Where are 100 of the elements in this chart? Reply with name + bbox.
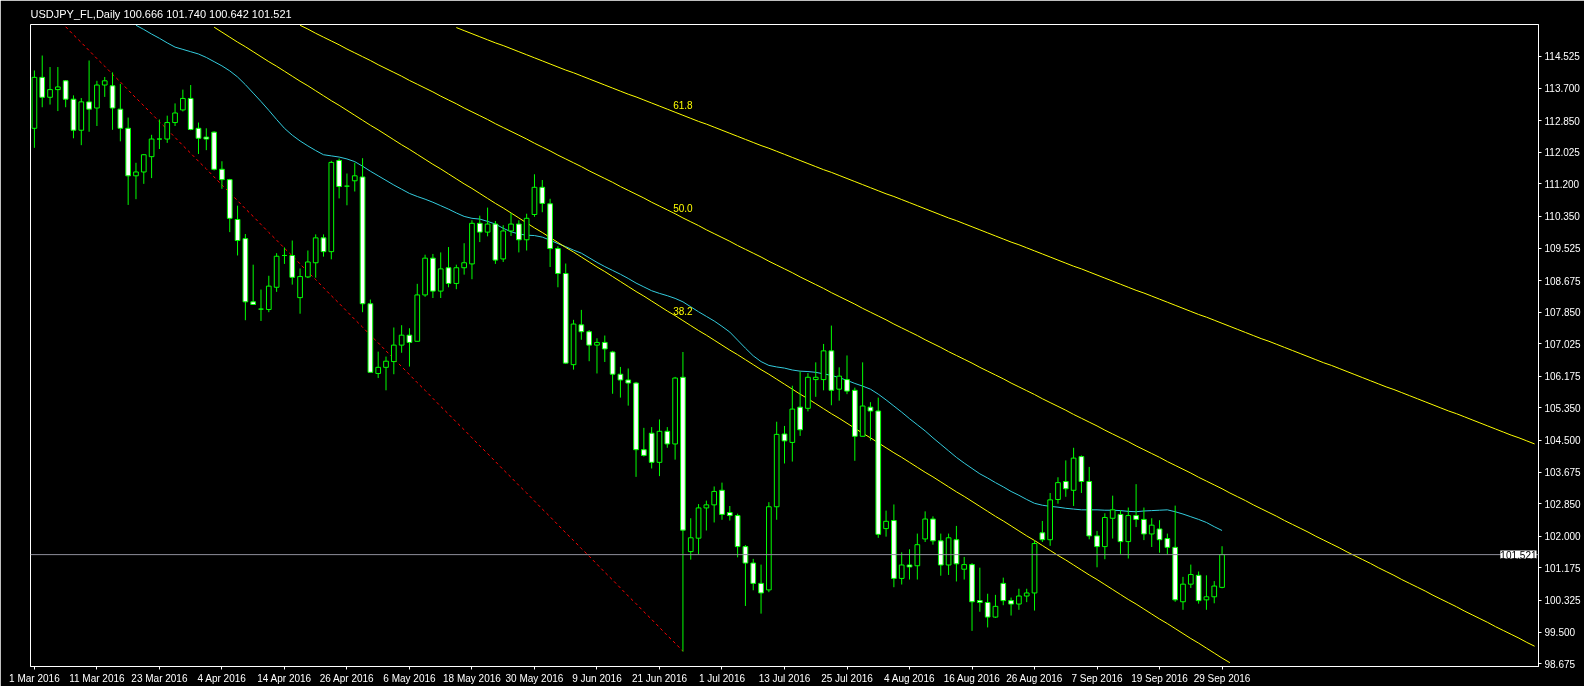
x-tick-label: 29 Sep 2016 xyxy=(1193,672,1251,684)
y-tick-label: 114.525 xyxy=(1544,51,1581,63)
candlestick xyxy=(461,242,467,276)
candlestick xyxy=(961,556,968,581)
x-tick-label: 18 May 2016 xyxy=(443,672,502,684)
candlestick xyxy=(883,510,889,538)
chart-title: USDJPY_FL,Daily 100.666 101.740 100.642 101.521 xyxy=(30,7,292,20)
candlestick xyxy=(539,179,546,213)
candlestick xyxy=(1180,576,1186,611)
candlestick xyxy=(687,517,694,561)
candlestick xyxy=(148,134,155,179)
x-tick-label: 30 May 2016 xyxy=(505,672,564,684)
candlestick xyxy=(711,485,718,523)
y-tick-label: 107.850 xyxy=(1544,307,1582,319)
candlestick xyxy=(1211,580,1218,604)
candlestick xyxy=(117,83,124,142)
candlestick xyxy=(1055,476,1061,505)
candlestick xyxy=(758,564,764,615)
x-tick-label: 23 Mar 2016 xyxy=(131,672,188,684)
candlestick xyxy=(62,79,69,108)
candlestick xyxy=(898,551,905,586)
candlestick xyxy=(594,337,600,374)
y-tick-label: 98.675 xyxy=(1544,658,1576,670)
candlestick xyxy=(140,153,147,185)
candlestick xyxy=(742,544,749,607)
candlestick xyxy=(55,66,61,112)
candlestick xyxy=(164,115,171,144)
line-series xyxy=(299,24,1536,647)
candlestick xyxy=(1062,459,1069,498)
x-tick-label: 26 Apr 2016 xyxy=(319,672,375,684)
candlestick xyxy=(1039,520,1046,543)
y-tick-label: 112.025 xyxy=(1544,147,1581,159)
candlestick xyxy=(1094,530,1100,568)
y-tick-label: 104.500 xyxy=(1544,435,1582,447)
series-label: 61.8 xyxy=(673,100,694,112)
y-tick-label: 106.175 xyxy=(1544,371,1582,383)
x-tick-label: 21 Jun 2016 xyxy=(631,672,688,684)
ref-line-label: 101.521 xyxy=(1500,549,1537,561)
candlestick xyxy=(305,250,311,279)
line-series xyxy=(135,24,1223,532)
x-tick-label: 4 Aug 2016 xyxy=(883,672,935,684)
candlestick xyxy=(601,335,608,363)
candlestick xyxy=(812,361,819,398)
y-tick-label: 100.325 xyxy=(1544,595,1582,607)
y-tick-label: 108.675 xyxy=(1544,275,1582,287)
candlestick xyxy=(94,80,100,127)
y-tick-label: 103.675 xyxy=(1544,467,1582,479)
x-tick-label: 4 Apr 2016 xyxy=(197,672,247,684)
candlestick xyxy=(586,329,593,362)
candlestick xyxy=(508,212,514,237)
candlestick xyxy=(664,426,671,449)
candlestick xyxy=(351,162,358,193)
candlestick xyxy=(383,356,389,391)
candlestick xyxy=(86,60,92,133)
y-tick-label: 110.350 xyxy=(1544,211,1581,223)
candlestick xyxy=(297,268,303,315)
candlestick xyxy=(1016,588,1022,611)
candlestick xyxy=(156,119,163,150)
line-series xyxy=(455,27,1536,445)
candlestick xyxy=(625,367,632,407)
candlestick xyxy=(47,66,53,106)
candlestick xyxy=(930,515,936,546)
candlestick xyxy=(516,219,522,253)
x-tick-label: 16 Aug 2016 xyxy=(943,672,1001,684)
candlestick xyxy=(1008,597,1014,617)
x-tick-label: 11 Mar 2016 xyxy=(69,672,126,684)
candlestick xyxy=(523,213,530,251)
candlestick xyxy=(172,102,178,127)
series-label: 50.0 xyxy=(673,202,694,214)
x-tick-label: 25 Jul 2016 xyxy=(821,672,874,684)
y-tick-label: 113.700 xyxy=(1544,83,1581,95)
candlestick xyxy=(617,366,624,399)
candlestick xyxy=(265,275,272,313)
candlestick xyxy=(844,354,850,395)
candlestick xyxy=(320,233,327,258)
y-tick-label: 102.850 xyxy=(1544,498,1582,510)
x-tick-label: 26 Aug 2016 xyxy=(1006,672,1063,684)
x-tick-label: 6 May 2016 xyxy=(383,672,437,684)
candlestick xyxy=(641,427,647,458)
x-tick-label: 1 Mar 2016 xyxy=(9,672,61,684)
x-tick-label: 1 Jul 2016 xyxy=(698,672,746,684)
candlestick xyxy=(219,160,225,190)
candlestick xyxy=(476,215,483,243)
candlestick xyxy=(203,127,210,151)
candlestick xyxy=(101,76,108,98)
line-series xyxy=(213,26,1231,664)
candlestick xyxy=(289,240,296,286)
candlestick xyxy=(1141,507,1147,541)
candlestick xyxy=(836,366,843,402)
y-tick-label: 109.525 xyxy=(1544,243,1582,255)
candlestick xyxy=(1148,517,1155,548)
y-tick-label: 105.350 xyxy=(1544,402,1582,414)
candlestick xyxy=(437,251,444,299)
candlestick xyxy=(1133,483,1139,528)
x-tick-label: 7 Sep 2016 xyxy=(1071,672,1124,684)
candlestick xyxy=(375,351,382,379)
x-tick-label: 13 Jul 2016 xyxy=(758,672,811,684)
candlestick xyxy=(390,327,397,375)
candlestick xyxy=(109,71,116,131)
x-tick-label: 14 Apr 2016 xyxy=(257,672,312,684)
